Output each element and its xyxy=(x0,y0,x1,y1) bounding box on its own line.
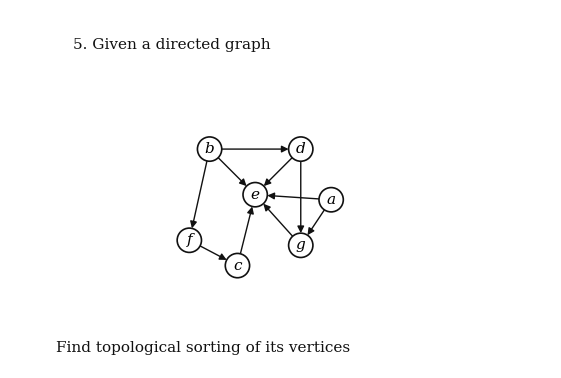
Text: Find topological sorting of its vertices: Find topological sorting of its vertices xyxy=(56,341,350,355)
Circle shape xyxy=(177,228,201,253)
Text: 5. Given a directed graph: 5. Given a directed graph xyxy=(73,38,270,52)
Circle shape xyxy=(197,137,222,161)
Circle shape xyxy=(243,183,268,207)
Text: f: f xyxy=(186,233,192,247)
Circle shape xyxy=(288,233,313,257)
Circle shape xyxy=(288,137,313,161)
Text: b: b xyxy=(205,142,214,156)
Text: d: d xyxy=(296,142,306,156)
Circle shape xyxy=(226,253,250,278)
Text: a: a xyxy=(327,193,335,207)
Text: g: g xyxy=(296,238,306,253)
Text: c: c xyxy=(233,259,242,273)
Text: e: e xyxy=(251,187,260,202)
Circle shape xyxy=(319,187,343,212)
